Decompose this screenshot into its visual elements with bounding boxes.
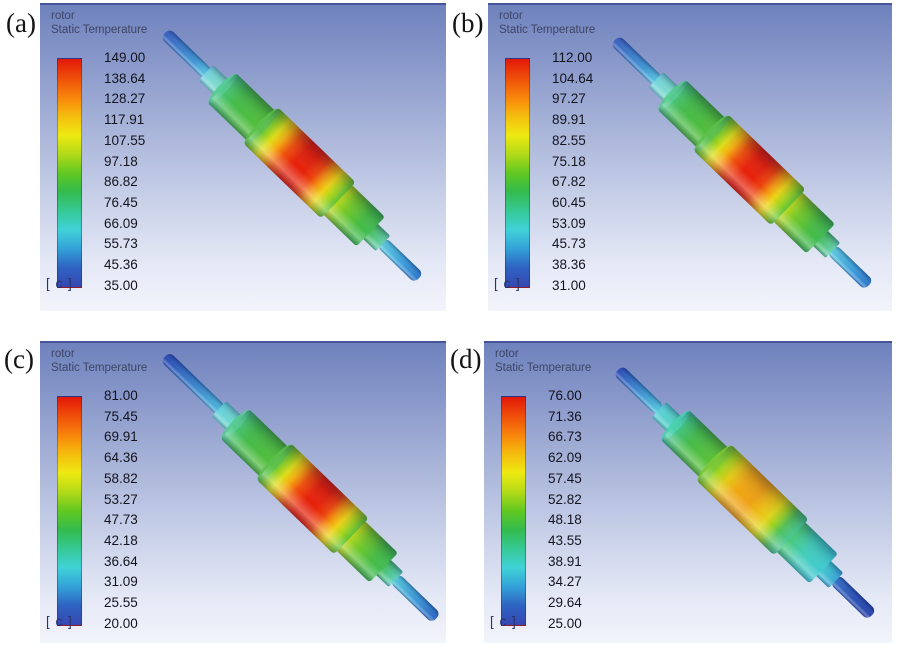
contour-object-name: rotor (51, 10, 75, 22)
legend-value: 36.64 (104, 553, 138, 569)
contour-field-name: Static Temperature (51, 361, 148, 374)
legend-value: 81.00 (104, 388, 138, 403)
legend-value: 86.82 (104, 174, 138, 190)
legend-value: 62.09 (548, 450, 582, 466)
legend-value: 112.00 (552, 50, 593, 65)
legend-value: 53.27 (104, 491, 138, 507)
legend-value: 29.64 (548, 595, 582, 611)
colorbar (501, 396, 526, 626)
contour-title: rotor Static Temperature (495, 348, 591, 375)
legend-value: 75.45 (104, 408, 138, 424)
legend-value: 47.73 (104, 512, 138, 528)
legend-value: 34.27 (548, 574, 582, 590)
legend-value: 38.91 (548, 553, 582, 569)
legend-value: 107.55 (104, 132, 146, 148)
legend-value: 48.18 (548, 512, 582, 528)
panel-a: rotor Static Temperature 149.00 138.64 1… (40, 3, 446, 311)
rotor-render (162, 354, 439, 621)
rotor-render (162, 30, 422, 281)
contour-field-name: Static Temperature (499, 23, 596, 36)
legend-value: 52.82 (548, 491, 582, 507)
panel-c: rotor Static Temperature 81.00 75.45 69.… (40, 341, 446, 643)
contour-object-name: rotor (51, 348, 75, 360)
legend-values: 76.00 71.36 66.73 62.09 57.45 52.82 48.1… (548, 389, 582, 631)
unit-label: [ c ] (490, 614, 517, 629)
legend-value: 76.45 (104, 195, 138, 211)
legend-value: 58.82 (104, 470, 138, 486)
legend-value: 60.45 (552, 195, 586, 211)
legend-value: 67.82 (552, 174, 586, 190)
subfigure-label-d: (d) (450, 344, 482, 374)
unit-label: [ c ] (46, 614, 73, 629)
legend-value: 69.91 (104, 429, 138, 445)
rotor-render (615, 367, 875, 618)
subfigure-label-b: (b) (452, 8, 484, 38)
legend-value: 43.55 (548, 533, 582, 549)
legend-values: 81.00 75.45 69.91 64.36 58.82 53.27 47.7… (104, 389, 138, 631)
subfigure-label-c: (c) (4, 344, 34, 374)
unit-label: [ c ] (46, 276, 73, 291)
contour-title: rotor Static Temperature (499, 10, 595, 37)
contour-title: rotor Static Temperature (51, 348, 147, 375)
colorbar (57, 396, 82, 626)
subfigure-label-a: (a) (6, 8, 36, 38)
panel-b: rotor Static Temperature 112.00 104.64 9… (488, 3, 892, 311)
contour-title: rotor Static Temperature (51, 10, 147, 37)
legend-value: 35.00 (104, 277, 138, 293)
legend-value: 97.27 (552, 91, 586, 107)
legend-value: 117.91 (104, 112, 145, 128)
legend-value: 31.00 (552, 277, 586, 293)
legend-value: 71.36 (548, 408, 582, 424)
legend-value: 66.09 (104, 215, 138, 231)
legend-value: 55.73 (104, 236, 138, 252)
legend-values: 112.00 104.64 97.27 89.91 82.55 75.18 67… (552, 51, 593, 293)
unit-label: [ c ] (494, 276, 521, 291)
legend-value: 66.73 (548, 429, 582, 445)
legend-value: 42.18 (104, 533, 138, 549)
legend-value: 128.27 (104, 91, 146, 107)
contour-object-name: rotor (499, 10, 523, 22)
legend-value: 75.18 (552, 153, 586, 169)
legend-value: 31.09 (104, 574, 138, 590)
legend-value: 89.91 (552, 112, 586, 128)
legend-value: 25.00 (548, 615, 582, 631)
legend-value: 45.36 (104, 257, 138, 273)
legend-value: 57.45 (548, 470, 582, 486)
contour-field-name: Static Temperature (51, 23, 148, 36)
legend-value: 76.00 (548, 388, 582, 403)
legend-value: 82.55 (552, 132, 586, 148)
legend-values: 149.00 138.64 128.27 117.91 107.55 97.18… (104, 51, 145, 293)
legend-value: 53.09 (552, 215, 586, 231)
legend-value: 138.64 (104, 70, 146, 86)
panel-d: rotor Static Temperature 76.00 71.36 66.… (484, 341, 892, 643)
contour-field-name: Static Temperature (495, 361, 592, 374)
colorbar (57, 58, 82, 288)
legend-value: 25.55 (104, 595, 138, 611)
legend-value: 20.00 (104, 615, 138, 631)
rotor-render (612, 37, 872, 288)
legend-value: 97.18 (104, 153, 138, 169)
colorbar (505, 58, 530, 288)
legend-value: 45.73 (552, 236, 586, 252)
legend-value: 64.36 (104, 450, 138, 466)
legend-value: 38.36 (552, 257, 586, 273)
contour-object-name: rotor (495, 348, 519, 360)
legend-value: 149.00 (104, 50, 146, 65)
legend-value: 104.64 (552, 70, 594, 86)
